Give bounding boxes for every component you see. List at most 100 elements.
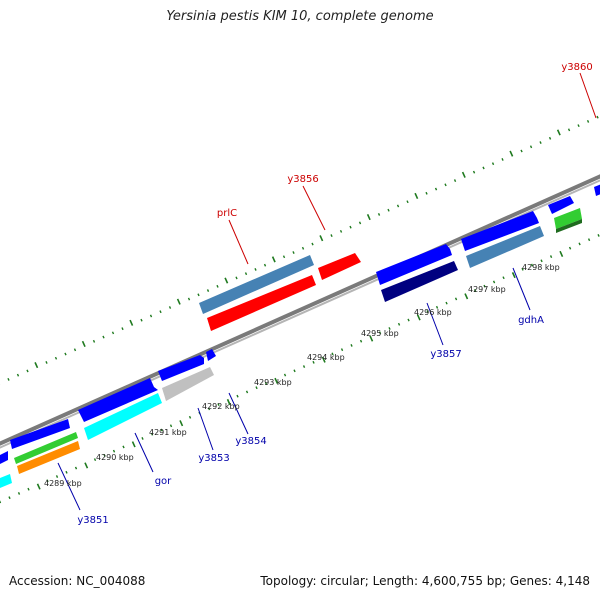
minor-tick <box>159 310 162 314</box>
minor-tick <box>264 382 268 385</box>
minor-tick <box>150 432 154 436</box>
map-title: Yersinia pestis KIM 10, complete genome <box>166 9 434 24</box>
minor-tick <box>217 403 220 407</box>
gene-label[interactable]: y3851 <box>77 515 108 526</box>
major-tick <box>414 192 419 199</box>
minor-tick <box>73 348 77 352</box>
minor-tick <box>548 136 552 140</box>
major-tick <box>509 150 514 157</box>
minor-tick <box>453 179 457 183</box>
minor-tick <box>112 449 116 453</box>
minor-tick <box>520 149 523 153</box>
label-leader <box>197 407 214 451</box>
scale-label: 4298 kbp <box>522 263 560 272</box>
gene-label[interactable]: y3853 <box>198 453 229 464</box>
gene-feature-darkgreen[interactable] <box>556 219 582 233</box>
minor-tick <box>121 327 124 331</box>
gene-feature-silver[interactable] <box>162 367 214 401</box>
minor-tick <box>529 145 533 149</box>
minor-tick <box>283 373 287 377</box>
minor-tick <box>235 276 238 280</box>
minor-tick <box>425 191 428 195</box>
minor-tick <box>540 259 543 263</box>
label-leader <box>228 219 249 265</box>
scale-label: 4292 kbp <box>202 402 240 411</box>
minor-tick <box>301 246 305 250</box>
minor-tick <box>292 251 295 254</box>
gene-feature-orange[interactable] <box>17 441 80 474</box>
gene-label[interactable]: y3860 <box>561 62 592 73</box>
gene-feature-steelblue[interactable] <box>466 226 544 268</box>
scale-label: 4296 kbp <box>414 308 452 317</box>
minor-tick <box>491 162 495 166</box>
scale-label: 4290 kbp <box>96 453 134 462</box>
gene-feature-cyan[interactable] <box>84 393 162 440</box>
major-tick <box>176 298 181 305</box>
gene-feature-blue[interactable] <box>158 355 204 381</box>
gene-feature-green[interactable] <box>14 432 78 464</box>
gene-label[interactable]: y3857 <box>430 349 461 360</box>
minor-tick <box>473 289 477 292</box>
gene-feature-blue[interactable] <box>10 419 70 449</box>
minor-tick <box>122 445 125 449</box>
minor-tick <box>359 339 363 343</box>
minor-tick <box>349 225 352 229</box>
gene-feature-blue[interactable] <box>461 211 539 251</box>
minor-tick <box>502 276 505 280</box>
label-leader <box>512 267 531 311</box>
minor-tick <box>7 377 10 381</box>
minor-tick <box>586 119 590 123</box>
accession-text: Accession: NC_004088 <box>9 574 146 588</box>
gene-feature-steelblue[interactable] <box>199 255 314 314</box>
gene-feature-green[interactable] <box>554 208 582 229</box>
major-tick <box>36 483 41 490</box>
tick-row-outer <box>0 115 599 385</box>
major-tick <box>84 462 89 469</box>
major-tick <box>511 272 516 279</box>
minor-tick <box>530 263 534 267</box>
gene-feature-cyan[interactable] <box>0 474 12 488</box>
major-tick <box>131 441 136 448</box>
gene-feature-blue[interactable] <box>206 349 216 361</box>
minor-tick <box>93 458 97 462</box>
major-tick <box>274 377 279 384</box>
minor-tick <box>435 305 439 309</box>
gene-feature-red[interactable] <box>318 253 361 280</box>
gene-feature-blue[interactable] <box>0 451 8 464</box>
gene-feature-blue[interactable] <box>78 378 158 422</box>
gene-label[interactable]: y3854 <box>235 436 266 447</box>
minor-tick <box>263 263 267 267</box>
minor-tick <box>92 339 96 343</box>
gene-feature-blue[interactable] <box>548 196 574 214</box>
major-tick <box>321 356 326 363</box>
major-tick <box>129 319 134 326</box>
minor-tick <box>103 453 106 457</box>
minor-tick <box>521 267 524 271</box>
gene-feature-red[interactable] <box>207 275 316 331</box>
gene-label[interactable]: prlC <box>217 208 237 219</box>
gene-feature-blue[interactable] <box>376 244 452 285</box>
gene-label[interactable]: gdhA <box>518 315 544 326</box>
minor-tick <box>596 115 599 119</box>
minor-tick <box>406 200 409 204</box>
minor-tick <box>567 128 571 132</box>
gene-feature-blue[interactable] <box>594 183 600 196</box>
minor-tick <box>8 496 11 500</box>
minor-tick <box>244 272 248 276</box>
minor-tick <box>111 331 115 335</box>
gene-feature-navy[interactable] <box>381 261 458 302</box>
major-tick <box>556 129 561 136</box>
minor-tick <box>426 310 429 314</box>
minor-tick <box>293 369 296 373</box>
scale-label: 4293 kbp <box>254 378 292 387</box>
major-tick <box>369 335 374 342</box>
minor-tick <box>302 365 306 368</box>
label-leader <box>302 185 326 231</box>
gene-label[interactable]: gor <box>155 476 172 487</box>
scale-label: 4289 kbp <box>44 479 82 488</box>
minor-tick <box>168 306 172 309</box>
minor-tick <box>46 479 49 483</box>
minor-tick <box>444 183 447 187</box>
gene-label[interactable]: y3856 <box>287 174 318 185</box>
